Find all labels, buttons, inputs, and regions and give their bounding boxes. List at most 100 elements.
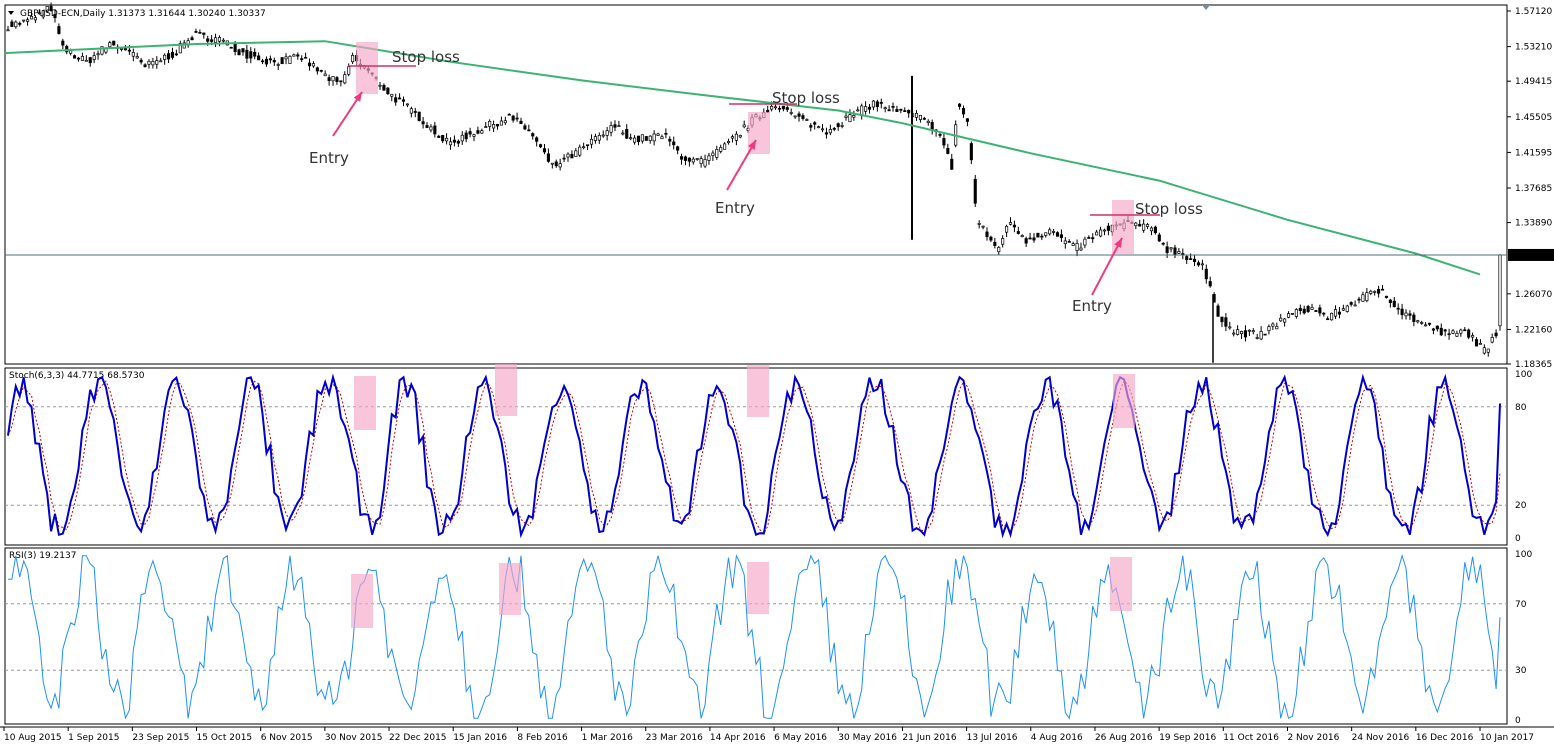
entry-label: Entry [309, 149, 349, 167]
candle-body [864, 106, 868, 112]
x-tick-label: 24 Nov 2016 [1352, 733, 1410, 743]
candle-body [452, 139, 456, 143]
x-tick-label: 1 Sep 2015 [68, 733, 119, 743]
candle-body [1396, 307, 1400, 310]
candle-body [597, 134, 601, 141]
candle-body [1106, 225, 1110, 231]
candle-body [135, 56, 139, 59]
y-tick-label: 1.45505 [1515, 113, 1552, 123]
candle-body [151, 61, 155, 66]
candle-body [280, 57, 284, 65]
candle-body [636, 135, 641, 143]
candle-body [813, 122, 817, 125]
candle-body [586, 144, 590, 147]
entry-arrowhead [1114, 238, 1122, 248]
candle-body [49, 5, 53, 11]
candle-body [123, 48, 128, 51]
candle-body [245, 49, 249, 59]
candle-body [1204, 268, 1208, 280]
candle-body [170, 51, 175, 58]
candle-body [1341, 308, 1345, 311]
candle-body [1012, 224, 1016, 228]
candle-body [734, 133, 738, 141]
x-tick-label: 2 Nov 2016 [1287, 733, 1339, 743]
candle-body [1267, 326, 1271, 332]
candle-body [519, 120, 523, 125]
stoch-y-label: 0 [1515, 534, 1521, 544]
candle-body [155, 60, 159, 65]
candle-body [1005, 225, 1009, 233]
candle-body [1290, 312, 1295, 315]
candle-body [1075, 243, 1079, 251]
stoch-y-label: 80 [1515, 403, 1527, 413]
candle-body [1455, 332, 1459, 337]
candle-body [488, 120, 492, 127]
candle-body [562, 157, 566, 160]
candle-body [386, 87, 390, 95]
candle-body [1142, 223, 1146, 231]
candle-body [680, 156, 684, 160]
candle-body [554, 161, 558, 167]
candle-body [668, 138, 672, 142]
candle-body [773, 106, 778, 109]
candle-body [264, 58, 269, 65]
candle-body [840, 125, 844, 127]
candle-body [18, 22, 22, 25]
rsi-y-label: 100 [1515, 550, 1532, 560]
candle-body [57, 26, 61, 35]
candle-body [1314, 310, 1318, 312]
candle-body [323, 73, 327, 77]
candle-body [167, 53, 171, 60]
entry-label: Entry [715, 199, 755, 217]
candle-body [1377, 289, 1381, 294]
candle-body [398, 97, 402, 100]
candle-body [558, 163, 562, 168]
x-tick-label: 30 Nov 2015 [325, 733, 383, 743]
candle-body [676, 146, 680, 151]
candle-body [503, 120, 507, 124]
candle-body [1165, 246, 1169, 253]
candle-body [652, 133, 656, 142]
candle-body [1345, 305, 1349, 312]
candle-body [699, 158, 703, 164]
candle-body [1349, 302, 1353, 305]
candle-body [347, 66, 351, 75]
rsi-y-label: 70 [1515, 600, 1527, 610]
candle-body [1020, 235, 1024, 237]
candle-body [1243, 330, 1248, 338]
candle-body [1067, 241, 1071, 243]
candle-body [276, 64, 280, 66]
candle-body [405, 103, 409, 106]
candle-body [88, 57, 92, 64]
candle-body [515, 117, 519, 120]
candle-body [213, 37, 218, 43]
candle-body [922, 117, 926, 120]
candle-body [33, 17, 37, 21]
candle-body [899, 108, 903, 111]
candle-body [202, 32, 206, 35]
stoch-y-label: 20 [1515, 501, 1527, 511]
candle-body [1032, 237, 1036, 241]
candle-body [425, 125, 429, 128]
candle-body [1427, 322, 1432, 325]
stop-loss-label: Stop loss [392, 48, 460, 66]
candle-body [1016, 231, 1020, 234]
candle-body [550, 162, 554, 165]
candle-body [1318, 307, 1322, 314]
rsi-title: RSI(3) 19.2137 [9, 551, 76, 561]
candle-body [1326, 318, 1330, 321]
candle-body [221, 39, 225, 42]
candle-body [542, 148, 547, 153]
candle-body [656, 133, 660, 136]
candle-body [707, 155, 711, 161]
candle-body [1255, 337, 1259, 339]
candle-body [76, 57, 81, 60]
candle-body [472, 134, 476, 137]
candle-body [797, 113, 801, 117]
candle-body [852, 115, 856, 118]
candle-body [770, 106, 774, 110]
candle-body [1451, 330, 1455, 334]
candle-body [1208, 281, 1212, 287]
candle-body [742, 124, 746, 128]
candle-body [233, 43, 237, 53]
